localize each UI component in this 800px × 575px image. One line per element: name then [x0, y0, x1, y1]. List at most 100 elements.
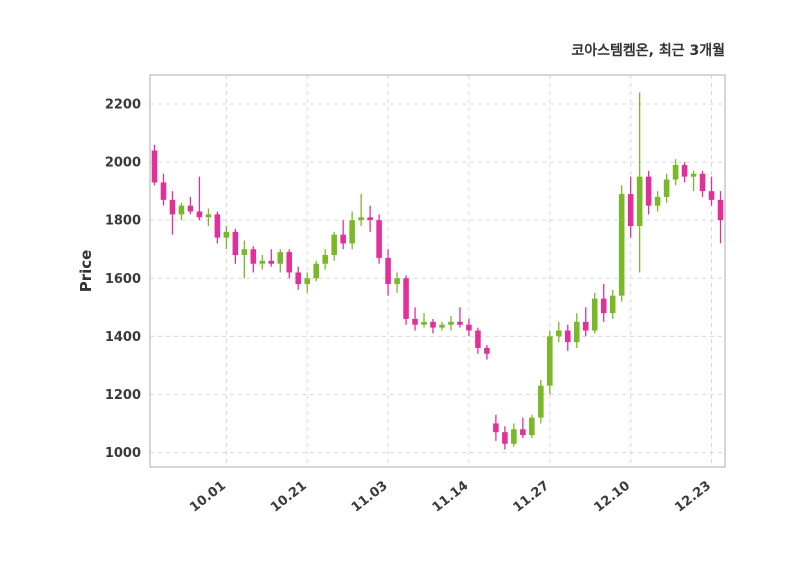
candle-body [313, 263, 319, 279]
candle-body [205, 214, 212, 218]
candle [556, 321, 562, 343]
candle [223, 225, 230, 250]
candle [250, 246, 257, 273]
candle [412, 307, 418, 331]
candle [304, 272, 311, 293]
candle-body [160, 182, 167, 200]
candle-body [340, 234, 346, 244]
y-tick-label: 1200 [105, 388, 141, 403]
candle-body [376, 220, 382, 258]
candle [636, 92, 643, 273]
candle [196, 176, 203, 221]
x-tick-label: 11.14 [430, 478, 472, 515]
candle-body [214, 214, 221, 238]
candle-body [268, 260, 275, 264]
candle-body [466, 324, 472, 331]
candle [205, 208, 212, 226]
candle-body [421, 321, 427, 325]
candle [259, 255, 266, 270]
candle-body [681, 165, 688, 177]
candle-body [547, 336, 553, 386]
candle-body [187, 205, 194, 212]
candle-body [394, 278, 400, 285]
candle-body [286, 252, 293, 273]
x-tick-label: 11.03 [349, 478, 391, 515]
candle-body [367, 217, 373, 221]
candle [672, 159, 679, 186]
candle [708, 176, 715, 206]
x-tick-label: 12.10 [591, 478, 633, 515]
candle-body [538, 385, 544, 418]
candle-body [259, 260, 266, 264]
candle [322, 249, 328, 270]
candle [268, 249, 275, 267]
candle [277, 249, 284, 273]
candle [573, 313, 580, 348]
candle [681, 162, 688, 183]
candle [448, 316, 454, 331]
candle [663, 173, 670, 203]
candle-body [636, 176, 643, 226]
candle-body [241, 249, 248, 256]
candle [511, 423, 517, 447]
candle [331, 231, 337, 261]
candle [178, 202, 185, 221]
candle [484, 345, 490, 360]
candle-body [457, 321, 463, 325]
candle [385, 249, 391, 296]
candle-body [385, 257, 391, 285]
candle [367, 205, 373, 232]
candle-body [609, 295, 616, 314]
candle [609, 289, 616, 319]
candle [502, 426, 508, 450]
candle [241, 240, 248, 279]
y-axis-label: Price [77, 249, 95, 293]
x-tick-label: 10.01 [187, 478, 229, 515]
candle [403, 275, 409, 325]
candle [475, 327, 481, 354]
candle [699, 170, 706, 197]
candle-body [250, 249, 257, 264]
candle [564, 324, 571, 351]
candle-body [223, 231, 230, 238]
candle [466, 318, 472, 337]
candle-body [582, 321, 589, 331]
candle-body [520, 429, 526, 436]
candle-body [448, 321, 454, 325]
x-tick-label: 10.21 [268, 478, 310, 515]
candle [376, 214, 382, 264]
candle-body [295, 272, 302, 285]
candle-body [232, 231, 239, 256]
candle [600, 284, 607, 322]
candle [439, 321, 445, 331]
y-tick-label: 1600 [105, 272, 141, 287]
candle-body [169, 199, 176, 215]
candle [295, 266, 302, 290]
candle [582, 307, 589, 337]
candle-body [600, 298, 607, 314]
candle-body [304, 278, 311, 285]
candle [457, 307, 463, 328]
x-tick-label: 12.23 [672, 478, 714, 515]
candle-body [331, 234, 337, 256]
candle-body [277, 252, 284, 264]
y-tick-label: 1000 [105, 446, 141, 461]
candle [538, 379, 544, 424]
candle [187, 196, 194, 215]
candle-body [322, 255, 328, 264]
candle-body [699, 173, 706, 192]
candle [358, 194, 364, 226]
candle [151, 144, 158, 186]
candle [232, 228, 239, 264]
candle-body [439, 324, 445, 328]
candle [618, 185, 625, 302]
chart-title: 코아스템켐온, 최근 3개월 [571, 43, 725, 59]
candle [493, 414, 499, 441]
candle-body [654, 196, 661, 206]
candle-body [591, 298, 598, 331]
candle-body [627, 194, 634, 226]
y-tick-label: 1800 [105, 214, 141, 229]
candle-body [618, 194, 625, 296]
candle-body [412, 318, 418, 325]
